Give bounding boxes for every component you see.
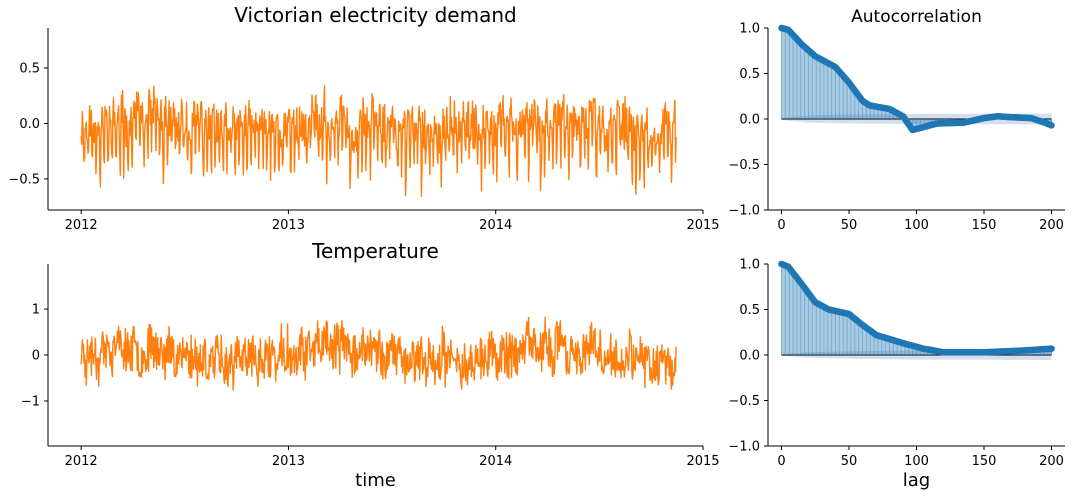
x-tick-label: 150 [972,218,997,233]
y-tick-label: −0.5 [8,172,40,187]
x-tick-label: 2012 [65,454,98,469]
x-axis-label: time [355,470,396,491]
y-tick-label: 0.0 [739,113,760,128]
y-tick-label: 0.5 [19,61,40,76]
y-tick-label: 1.0 [739,22,760,37]
x-tick-label: 100 [904,454,929,469]
y-tick-label: −1.0 [728,440,760,455]
temperature-acf-panel: −1.0 −0.5 0.0 0.5 1.0 0 50 100 150 200 lag [728,258,1065,491]
x-tick-label: 0 [777,218,785,233]
x-tick-label: 2014 [479,218,512,233]
x-tick-label: 2013 [272,454,305,469]
x-tick-label: 150 [972,454,997,469]
y-tick-label: 0 [32,349,40,364]
y-tick-label: 0.5 [739,303,760,318]
chart-title: Temperature [311,239,439,263]
acf-point [1048,345,1055,352]
y-tick-label: 1 [32,303,40,318]
x-tick-label: 2015 [686,454,719,469]
x-tick-label: 100 [904,218,929,233]
x-tick-label: 2015 [686,218,719,233]
demand-series-panel: −0.5 0.0 0.5 2012 2013 2014 2015 Victorian elec… [8,3,719,233]
y-tick-label: 0.0 [19,117,40,132]
x-tick-label: 200 [1039,218,1064,233]
x-tick-label: 200 [1039,454,1064,469]
demand-acf-panel: −1.0 −0.5 0.0 0.5 1.0 0 50 100 150 200 Autocorrela… [728,7,1065,233]
x-tick-label: 2013 [272,218,305,233]
x-tick-label: 2012 [65,218,98,233]
y-tick-label: −1.0 [728,204,760,219]
series-line [80,85,677,198]
chart-title: Victorian electricity demand [234,3,516,27]
y-tick-label: −0.5 [728,394,760,409]
temperature-series-panel: −1 0 1 2012 2013 2014 2015 Temperature time [21,239,720,491]
y-tick-label: −0.5 [728,158,760,173]
acf-point [1048,122,1055,129]
y-tick-label: 0.0 [739,349,760,364]
x-axis-label: lag [903,470,930,491]
x-tick-label: 2014 [479,454,512,469]
x-tick-label: 50 [841,454,858,469]
y-tick-label: 1.0 [739,258,760,273]
x-tick-label: 0 [777,454,785,469]
x-tick-label: 50 [841,218,858,233]
chart-title: Autocorrelation [851,7,982,27]
y-tick-label: −1 [21,394,40,409]
y-tick-label: 0.5 [739,67,760,82]
series-line [80,316,677,391]
